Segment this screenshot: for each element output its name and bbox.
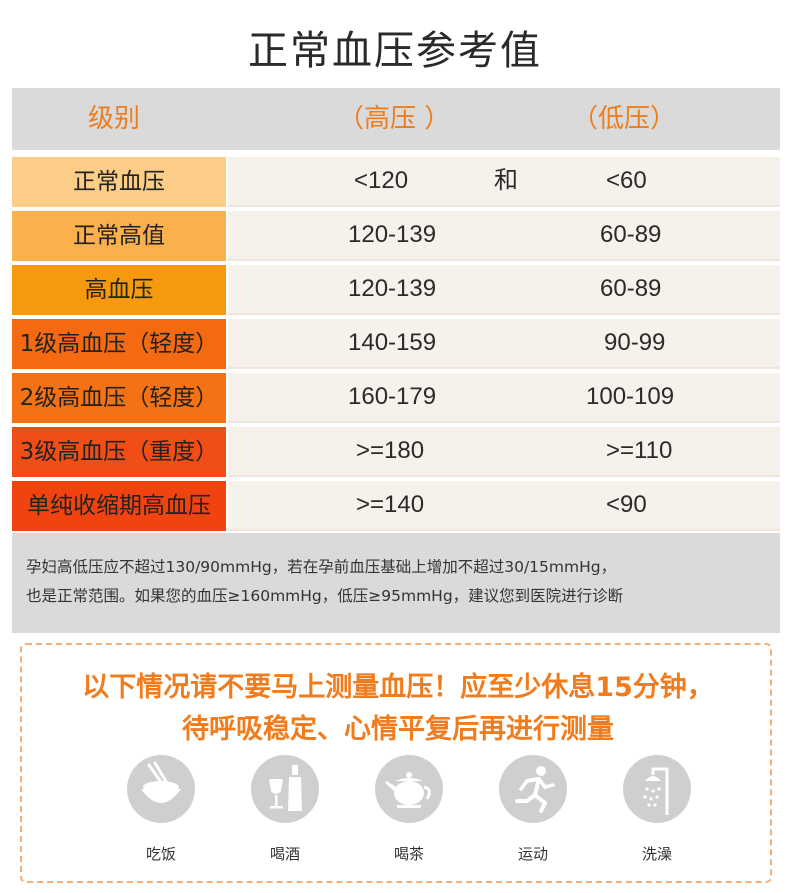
- activity-icons: 吃饭 喝酒: [22, 755, 774, 875]
- teapot-icon: [375, 755, 443, 823]
- high-value: >=140: [356, 491, 425, 518]
- header-high-pressure: （高压 ）: [338, 104, 451, 134]
- level-cell: 高血压: [12, 265, 226, 315]
- activity-drinking: 喝酒: [240, 755, 330, 864]
- note-line-2: 也是正常范围。如果您的血压≥160mmHg，低压≥95mmHg，建议您到医院进行…: [26, 587, 624, 605]
- warning-line-2: 待呼吸稳定、心情平复后再进行测量: [182, 714, 614, 745]
- level-cell: 2级高血压（轻度）: [12, 373, 226, 423]
- low-value: 100-109: [586, 383, 675, 410]
- level-cell: 正常血压: [12, 157, 226, 207]
- join-word: 和: [494, 167, 518, 194]
- page-title: 正常血压参考值: [248, 28, 542, 74]
- high-value: <120: [354, 167, 409, 194]
- level-cell: 正常高值: [12, 211, 226, 261]
- activity-exercise: 运动: [488, 755, 578, 864]
- low-value: <60: [606, 167, 647, 194]
- level-cell: 3级高血压（重度）: [12, 427, 226, 477]
- low-value: >=110: [606, 437, 673, 464]
- values-cell: 140-159 90-99: [228, 319, 780, 369]
- values-cell: 120-139 60-89: [228, 265, 780, 315]
- high-value: 160-179: [348, 383, 437, 410]
- high-value: 120-139: [348, 275, 437, 302]
- low-value: <90: [606, 491, 647, 518]
- activity-bathing: 洗澡: [612, 755, 702, 864]
- activity-label: 洗澡: [641, 845, 672, 863]
- note-line-1: 孕妇高低压应不超过130/90mmHg，若在孕前血压基础上增加不超过30/15m…: [26, 558, 617, 576]
- activity-tea: 喝茶: [364, 755, 454, 864]
- activity-eating: 吃饭: [116, 755, 206, 864]
- low-value: 90-99: [604, 329, 666, 356]
- table-row: 正常高值 120-139 60-89: [12, 211, 780, 261]
- values-cell: <120 和 <60: [228, 157, 780, 207]
- header-level: 级别: [88, 104, 141, 134]
- activity-label: 喝酒: [269, 845, 300, 863]
- values-cell: >=180 >=110: [228, 427, 780, 477]
- warning-line-1: 以下情况请不要马上测量血压！应至少休息15分钟，: [82, 672, 714, 703]
- table-row: 正常血压 <120 和 <60: [12, 157, 780, 207]
- table-row: 3级高血压（重度） >=180 >=110: [12, 427, 780, 477]
- table-header: 级别 （高压 ） （低压）: [12, 88, 780, 150]
- table-row: 单纯收缩期高血压 >=140 <90: [12, 481, 780, 531]
- table-row: 2级高血压（轻度） 160-179 100-109: [12, 373, 780, 423]
- table-row: 高血压 120-139 60-89: [12, 265, 780, 315]
- shower-icon: [623, 755, 691, 823]
- level-cell: 单纯收缩期高血压: [12, 481, 226, 531]
- high-value: >=180: [356, 437, 425, 464]
- rice-bowl-icon: [127, 755, 195, 823]
- low-value: 60-89: [600, 275, 662, 302]
- table-row: 1级高血压（轻度） 140-159 90-99: [12, 319, 780, 369]
- header-low-pressure: （低压）: [572, 104, 677, 134]
- activity-label: 喝茶: [393, 845, 424, 863]
- high-value: 120-139: [348, 221, 437, 248]
- activity-label: 运动: [517, 845, 548, 863]
- low-value: 60-89: [600, 221, 662, 248]
- high-value: 140-159: [348, 329, 437, 356]
- warning-box: 以下情况请不要马上测量血压！应至少休息15分钟， 待呼吸稳定、心情平复后再进行测…: [20, 643, 772, 883]
- values-cell: >=140 <90: [228, 481, 780, 531]
- running-icon: [499, 755, 567, 823]
- values-cell: 120-139 60-89: [228, 211, 780, 261]
- values-cell: 160-179 100-109: [228, 373, 780, 423]
- activity-label: 吃饭: [145, 845, 176, 863]
- pregnancy-note: 孕妇高低压应不超过130/90mmHg，若在孕前血压基础上增加不超过30/15m…: [12, 533, 780, 633]
- level-cell: 1级高血压（轻度）: [12, 319, 226, 369]
- wine-icon: [251, 755, 319, 823]
